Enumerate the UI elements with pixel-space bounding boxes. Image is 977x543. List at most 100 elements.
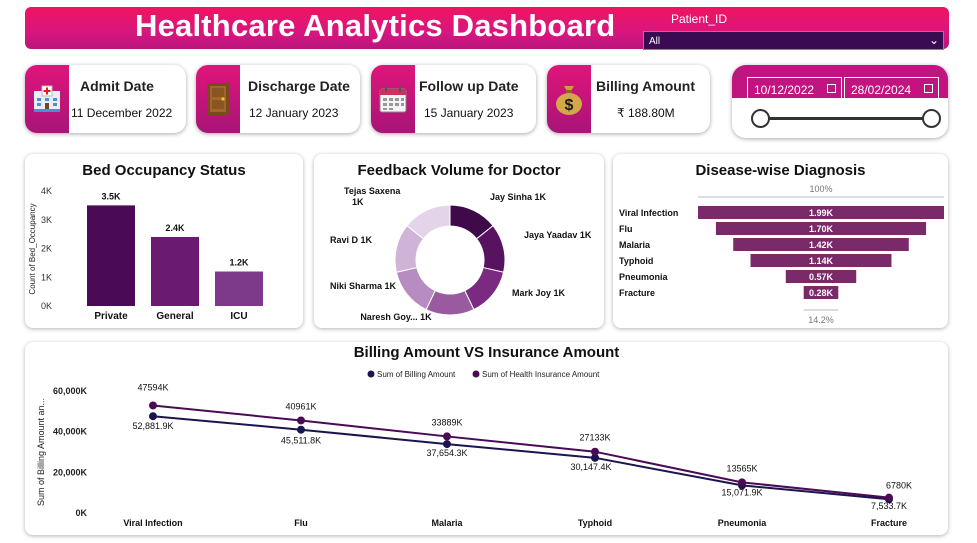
admit-date-card: Admit Date 11 December 2022 bbox=[25, 65, 186, 133]
funnel-value-label: 0.28K bbox=[809, 288, 834, 298]
funnel-bar bbox=[733, 238, 909, 251]
legend-label: Sum of Health Insurance Amount bbox=[482, 370, 600, 379]
funnel-value-label: 1.14K bbox=[809, 256, 834, 266]
patient-id-slicer-label: Patient_ID bbox=[671, 12, 728, 26]
y-tick-label: 40,000K bbox=[53, 427, 88, 437]
insurance-marker bbox=[738, 478, 746, 487]
discharge-date-card: Discharge Date 12 January 2023 bbox=[196, 65, 360, 133]
date-range-slicer: 10/12/2022 28/02/2024 bbox=[732, 65, 948, 138]
funnel-value-label: 1.99K bbox=[809, 208, 834, 218]
donut-label: Jaya Yaadav 1K bbox=[524, 230, 592, 240]
funnel-bar bbox=[698, 206, 944, 219]
donut-label: Naresh Goy... 1K bbox=[360, 312, 432, 322]
legend-marker bbox=[367, 370, 375, 378]
x-tick-label: Pneumonia bbox=[718, 518, 768, 528]
start-date-input[interactable]: 10/12/2022 bbox=[747, 77, 842, 100]
bar-value-label: 3.5K bbox=[101, 191, 121, 201]
billing-insurance-title: Billing Amount VS Insurance Amount bbox=[353, 344, 620, 361]
billing-value-label: 47594K bbox=[137, 382, 168, 392]
donut-label: Jay Sinha 1K bbox=[490, 192, 547, 202]
calendar-icon[interactable] bbox=[827, 84, 836, 93]
y-tick-label: 2K bbox=[41, 244, 52, 254]
bar-value-label: 2.4K bbox=[165, 223, 185, 233]
follow-up-date-card: Follow up Date 15 January 2023 bbox=[371, 65, 536, 133]
feedback-title: Feedback Volume for Doctor bbox=[357, 162, 561, 179]
date-slider-end-handle[interactable] bbox=[922, 109, 941, 128]
bar-icu bbox=[215, 271, 263, 306]
x-tick-label: ICU bbox=[230, 311, 247, 322]
y-tick-label: 20,000K bbox=[53, 467, 88, 477]
y-axis-label: Sum of Billing Amount an... bbox=[36, 398, 46, 506]
funnel-bottom-percent: 14.2% bbox=[808, 315, 834, 325]
admit-date-title: Admit Date bbox=[80, 78, 154, 94]
date-slider-start-handle[interactable] bbox=[751, 109, 770, 128]
calendar-icon bbox=[371, 65, 415, 133]
insurance-marker bbox=[297, 416, 305, 425]
admit-date-value: 11 December 2022 bbox=[71, 106, 173, 120]
legend-label: Sum of Billing Amount bbox=[377, 370, 456, 379]
insurance-value-label: 37,654.3K bbox=[426, 448, 467, 458]
end-date-input[interactable]: 28/02/2024 bbox=[844, 77, 939, 100]
bed-occupancy-chart: 0K 1K 2K 3K 4K Count of Bed_Occupancy 3.5K Priv… bbox=[28, 186, 263, 322]
insurance-value-label: 30,147.4K bbox=[570, 462, 611, 472]
x-tick-label: Malaria bbox=[431, 518, 463, 528]
patient-id-slicer-value: All bbox=[649, 36, 661, 47]
series-line bbox=[152, 404, 890, 499]
y-tick-label: 0K bbox=[41, 301, 52, 311]
billing-amount-title: Billing Amount bbox=[596, 78, 696, 94]
x-tick-label: Flu bbox=[294, 518, 308, 528]
billing-value-label: 13565K bbox=[726, 463, 757, 473]
funnel-top-percent: 100% bbox=[809, 184, 832, 194]
patient-id-slicer[interactable]: All ⌄ bbox=[643, 31, 944, 50]
funnel-category-label: Flu bbox=[619, 224, 633, 234]
billing-value-label: 27133K bbox=[579, 433, 610, 443]
funnel-category-label: Fracture bbox=[619, 288, 655, 298]
door-icon bbox=[196, 65, 240, 133]
donut-label: Tejas Saxena 1K bbox=[344, 186, 401, 207]
calendar-icon[interactable] bbox=[924, 84, 933, 93]
funnel-value-label: 1.42K bbox=[809, 240, 834, 250]
billing-value-label: 40961K bbox=[285, 401, 316, 411]
billing-marker bbox=[297, 425, 305, 434]
y-tick-label: 1K bbox=[41, 272, 52, 282]
insurance-marker bbox=[443, 432, 451, 441]
funnel-bar bbox=[803, 286, 839, 299]
y-tick-label: 60,000K bbox=[53, 386, 88, 396]
insurance-value-label: 45,511.8K bbox=[281, 436, 321, 446]
feedback-donut-chart: Jay Sinha 1K Jaya Yaadav 1K Mark Joy 1K Nar… bbox=[330, 186, 592, 322]
x-tick-label: General bbox=[156, 311, 193, 322]
chevron-down-icon[interactable]: ⌄ bbox=[928, 33, 939, 47]
billing-insurance-panel: Billing Amount VS Insurance Amount 0K 20,… bbox=[25, 342, 948, 535]
end-date-value: 28/02/2024 bbox=[851, 83, 912, 97]
follow-up-date-value: 15 January 2023 bbox=[424, 106, 514, 120]
x-tick-label: Typhoid bbox=[578, 518, 612, 528]
page-title: Healthcare Analytics Dashboard bbox=[135, 8, 616, 43]
y-tick-label: 0K bbox=[75, 508, 87, 518]
discharge-date-title: Discharge Date bbox=[248, 78, 350, 94]
insurance-marker bbox=[885, 493, 893, 502]
billing-value-label: 33889K bbox=[431, 417, 462, 427]
money-bag-icon: $ bbox=[547, 65, 591, 133]
header-banner: Healthcare Analytics Dashboard Patient_I… bbox=[25, 7, 949, 49]
billing-marker bbox=[149, 412, 157, 421]
funnel-category-label: Pneumonia bbox=[619, 272, 669, 282]
insurance-value-label: 52,881.9K bbox=[132, 421, 173, 431]
x-tick-label: Private bbox=[94, 311, 128, 322]
funnel-value-label: 0.57K bbox=[809, 272, 834, 282]
discharge-date-value: 12 January 2023 bbox=[249, 106, 339, 120]
x-tick-label: Fracture bbox=[871, 518, 907, 528]
donut-label: Niki Sharma 1K bbox=[330, 281, 397, 291]
billing-insurance-line-chart: 0K 20,000K 40,000K 60,000K Sum of Billing Am… bbox=[36, 370, 912, 528]
billing-marker bbox=[591, 453, 599, 462]
date-slider-track[interactable] bbox=[760, 117, 932, 120]
diagnosis-panel: Disease-wise Diagnosis 100% 1.99K Viral In… bbox=[613, 154, 948, 328]
insurance-value-label: 15,071.9K bbox=[721, 487, 762, 497]
svg-text:$: $ bbox=[565, 97, 574, 114]
y-tick-label: 3K bbox=[41, 215, 52, 225]
hospital-icon bbox=[25, 65, 69, 133]
funnel-category-label: Malaria bbox=[619, 240, 651, 250]
series-line bbox=[152, 415, 890, 501]
bed-occupancy-title: Bed Occupancy Status bbox=[82, 162, 246, 179]
donut-slice bbox=[395, 266, 436, 311]
legend-marker bbox=[472, 370, 480, 378]
